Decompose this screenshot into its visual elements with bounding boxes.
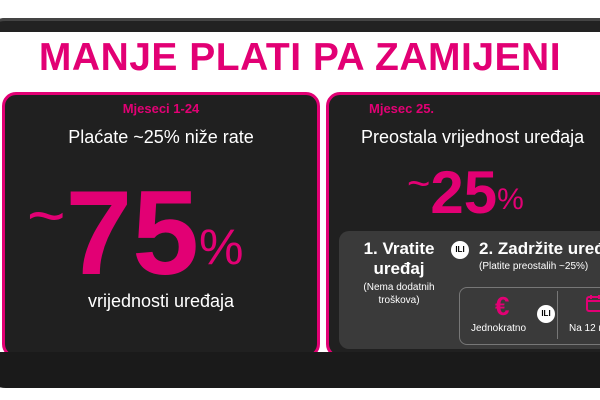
- right-tilde: ~: [407, 162, 431, 206]
- option1-note-line1: (Nema dodatnih: [363, 282, 435, 294]
- option1-note: (Nema dodatnih troškova): [349, 281, 449, 307]
- option2-note: (Platite preostalih ~25%): [479, 260, 589, 272]
- left-subtitle: Plaćate ~25% niže rate: [68, 127, 254, 147]
- option1-title: 1. Vratite uređaj: [349, 239, 449, 278]
- left-panel: Mjeseci 1-24 Plaćate ~25% niže rate ~75%…: [2, 92, 320, 358]
- right-period-label: Mjesec 25.: [369, 101, 435, 116]
- option2-title: 2. Zadržite uređaj: [479, 239, 600, 258]
- option-keep-device: 2. Zadržite uređaj (Platite preostalih ~…: [479, 239, 600, 273]
- left-big-value: 75: [65, 166, 200, 300]
- option1-title-line1: 1. Vratite: [363, 239, 435, 258]
- right-percent-sign: %: [497, 183, 524, 216]
- option1-note-line2: troškova): [378, 295, 420, 307]
- left-tilde: ~: [27, 178, 66, 252]
- option1-title-line2: uređaj: [373, 258, 425, 278]
- right-big-value: 25: [430, 159, 498, 226]
- or-badge: ILI: [451, 241, 469, 259]
- payment-divider: [557, 291, 558, 339]
- right-panel: Mjesec 25. Preostala vrijednost uređaja …: [326, 92, 600, 358]
- left-caption: vrijednosti uređaja: [87, 291, 235, 311]
- payment-options-box: [459, 287, 600, 345]
- option-return-device: 1. Vratite uređaj (Nema dodatnih troškov…: [349, 239, 449, 307]
- payment-or-badge: ILI: [537, 305, 555, 323]
- payment-once-label: Jednokratno: [471, 323, 527, 334]
- right-big-percentage: ~25%: [407, 163, 524, 223]
- headline: MANJE PLATI PA ZAMIJENI: [38, 36, 562, 79]
- payment-rates-label: Na 12 rata: [569, 323, 600, 334]
- left-big-percentage: ~75%: [27, 173, 244, 293]
- euro-icon: €: [495, 291, 510, 321]
- calendar-icon: [586, 295, 600, 312]
- left-percent-sign: %: [199, 219, 244, 275]
- right-subtitle: Preostala vrijednost uređaja: [361, 127, 585, 147]
- left-period-label: Mjeseci 1-24: [122, 101, 200, 116]
- phone-bottom-edge: [0, 352, 600, 388]
- options-box: 1. Vratite uređaj (Nema dodatnih troškov…: [339, 231, 600, 349]
